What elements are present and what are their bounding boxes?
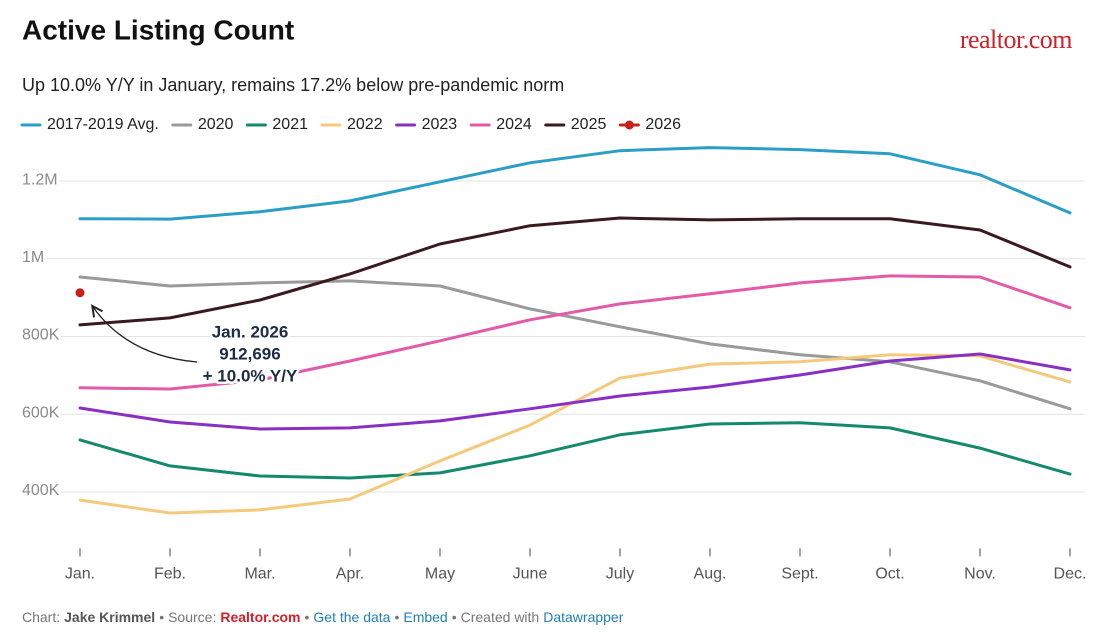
footer-link[interactable]: Datawrapper [543, 609, 624, 625]
footer-sep: • [451, 609, 457, 625]
x-tick-label: May [425, 566, 455, 583]
series-line [78, 421, 1072, 480]
legend-label: 2021 [272, 116, 308, 133]
legend-label: 2025 [571, 116, 607, 133]
series-line [78, 216, 1072, 327]
y-tick-label: 600K [22, 404, 60, 421]
series-line [78, 146, 1072, 221]
logo: realtor.com [960, 25, 1072, 54]
annotation-arrow [93, 307, 198, 363]
footer-author: Jake Krimmel [64, 609, 156, 625]
y-tick-label: 800K [22, 327, 60, 344]
footer-link[interactable]: Embed [403, 609, 448, 625]
footer-text: Created with [460, 609, 540, 625]
legend-label: 2026 [645, 116, 681, 133]
lines [75, 146, 1072, 515]
grid: 400K 600K 800K 1M 1.2M Jan. Feb. Mar. Apr. May Jun… [19, 168, 1087, 583]
annotation: Jan. 2026 912,696 + 10.0% Y/Y [93, 307, 300, 388]
footer: Chart: Jake Krimmel • Source: Realtor.com • Ge… [22, 609, 627, 625]
chart-subtitle: Up 10.0% Y/Y in January, remains 17.2% b… [22, 75, 564, 95]
footer-source: Realtor.com [220, 609, 301, 625]
y-tick-label: 1.2M [22, 171, 58, 188]
x-tick-label: Apr. [336, 566, 364, 583]
legend-dot [624, 120, 634, 130]
series-line [78, 352, 1072, 431]
chart-title: Active Listing Count [22, 14, 294, 45]
x-tick-label: Dec. [1054, 566, 1087, 583]
x-tick-label: Aug. [694, 566, 727, 583]
y-tick-label: 400K [22, 482, 60, 499]
legend-label: 2020 [198, 116, 234, 133]
footer-sep: • [159, 609, 165, 625]
x-tick-label: June [513, 566, 548, 583]
legend-label: 2017-2019 Avg. [47, 116, 159, 133]
series-line [78, 275, 1072, 411]
x-tick-label: Mar. [244, 566, 275, 583]
y-tick-label: 1M [22, 249, 44, 266]
legend: 2017-2019 Avg. 2020 2021 2022 2023 2024 2025 20… [20, 116, 681, 133]
series-line [78, 274, 1072, 391]
x-tick-label: Jan. [65, 566, 95, 583]
footer-sep: • [394, 609, 400, 625]
footer-sep: • [304, 609, 310, 625]
x-tick-label: Oct. [875, 566, 904, 583]
x-tick-label: Feb. [154, 566, 186, 583]
annotation-note: + 10.0% Y/Y [203, 366, 298, 385]
annotation-title: Jan. 2026 [212, 322, 289, 341]
annotation-value: 912,696 [219, 344, 280, 363]
legend-label: 2024 [496, 116, 532, 133]
legend-label: 2022 [347, 116, 383, 133]
footer-text: Source: [168, 609, 217, 625]
footer-text: Chart: [22, 609, 61, 625]
data-point [75, 288, 85, 298]
footer-link[interactable]: Get the data [313, 609, 391, 625]
x-tick-label: July [606, 566, 634, 583]
legend-label: 2023 [422, 116, 458, 133]
x-tick-label: Sept. [781, 566, 818, 583]
x-tick-label: Nov. [964, 566, 996, 583]
